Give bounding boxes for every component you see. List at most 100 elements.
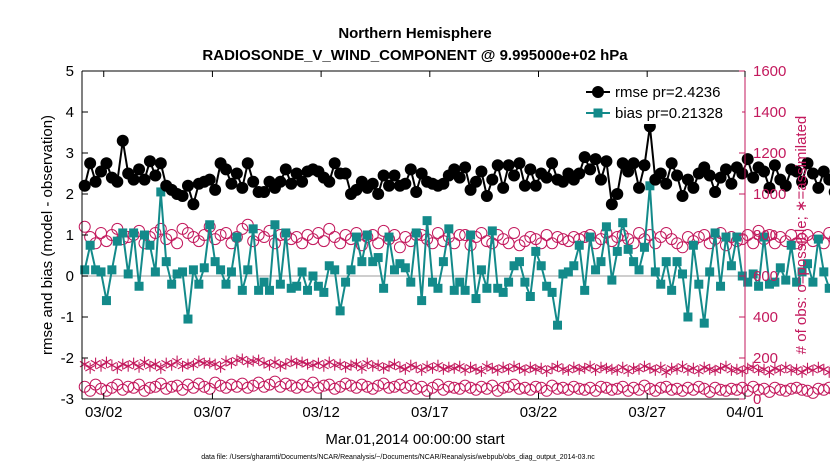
rmse-point	[328, 157, 341, 170]
asterisk-stroke	[617, 363, 628, 371]
asterisk-stroke	[155, 365, 166, 372]
obs-assimilated-point	[720, 360, 732, 372]
asterisk-stroke	[574, 366, 585, 373]
legend-bias-marker	[593, 108, 603, 118]
asterisk-stroke	[623, 368, 634, 375]
bias-point	[91, 265, 101, 275]
rmse-point	[475, 165, 488, 178]
rmse-point	[736, 167, 749, 180]
rmse-point	[89, 175, 102, 188]
asterisk-stroke	[123, 362, 134, 370]
asterisk-stroke	[95, 362, 107, 370]
rmse-point	[377, 169, 390, 182]
obs-assimilated-point	[400, 363, 411, 375]
rmse-point	[578, 151, 591, 164]
obs-assimilated-point	[150, 358, 161, 370]
rmse-point	[502, 159, 515, 172]
obs-assimilated-point	[259, 357, 270, 369]
rmse-point	[111, 175, 124, 188]
obs-possible-point	[768, 381, 781, 394]
obs-possible-point	[747, 237, 760, 250]
x-tick-label: 03/02	[85, 404, 123, 421]
asterisk-stroke	[508, 362, 520, 370]
asterisk-stroke	[786, 367, 797, 374]
bias-point	[721, 232, 731, 242]
bias-point	[813, 234, 823, 244]
bias-point	[139, 230, 149, 240]
obs-possible-point	[165, 229, 178, 241]
y-tick-label: 5	[66, 63, 74, 80]
asterisk-stroke	[438, 366, 449, 373]
bias-point	[346, 265, 356, 275]
asterisk-stroke	[547, 365, 558, 372]
asterisk-stroke	[807, 367, 818, 374]
obs-possible-point	[268, 237, 281, 250]
series-rmse	[78, 120, 830, 211]
obs-assimilated-point	[384, 360, 395, 372]
obs-assimilated-point	[134, 361, 145, 373]
rmse-point	[469, 175, 482, 188]
rmse-point	[812, 181, 825, 194]
obs-possible-point	[692, 380, 705, 393]
rmse-point	[241, 157, 254, 170]
asterisk-stroke	[356, 365, 367, 372]
bias-point	[819, 267, 829, 277]
obs-assimilated-point	[188, 359, 199, 371]
bias-point	[580, 285, 590, 295]
chart-title: Northern Hemisphere	[338, 25, 491, 42]
bias-point	[395, 259, 405, 269]
obs-assimilated-point	[405, 359, 416, 371]
rmse-point	[546, 157, 559, 170]
obs-possible-point	[508, 226, 521, 239]
bias-point	[362, 230, 372, 240]
x-axis-label: Mar.01,2014 00:00:00 start	[325, 431, 505, 448]
rmse-point	[453, 171, 466, 184]
asterisk-stroke	[275, 362, 286, 370]
rmse-point	[372, 188, 385, 200]
obs-possible-point	[241, 381, 254, 394]
y-tick-label: -1	[61, 309, 74, 326]
obs-possible-point	[198, 229, 211, 241]
obs-possible-point	[709, 381, 722, 394]
bias-point	[449, 285, 459, 295]
bias-point	[754, 281, 764, 291]
rmse-point	[638, 159, 651, 172]
asterisk-stroke	[166, 361, 177, 369]
asterisk-stroke	[128, 359, 139, 367]
bias-point	[710, 228, 720, 238]
asterisk-stroke	[416, 367, 427, 374]
asterisk-stroke	[220, 357, 232, 365]
bias-point	[786, 240, 796, 250]
rmse-point	[790, 165, 803, 178]
obs-assimilated-point	[318, 360, 329, 372]
rmse-point	[154, 157, 167, 170]
asterisk-stroke	[394, 363, 405, 371]
bias-point	[726, 261, 736, 271]
asterisk-stroke	[525, 363, 536, 371]
obs-possible-point	[323, 222, 336, 235]
bias-point	[379, 283, 389, 293]
asterisk-stroke	[655, 363, 666, 371]
bias-point	[373, 253, 383, 263]
asterisk-stroke	[226, 359, 237, 367]
rmse-point	[100, 157, 113, 170]
bias-point	[678, 269, 688, 279]
obs-possible-point	[198, 380, 211, 393]
bias-point	[639, 242, 649, 252]
bias-point	[596, 257, 606, 267]
x-tick-label: 03/17	[411, 404, 449, 421]
asterisk-stroke	[465, 363, 476, 371]
asterisk-stroke	[378, 365, 389, 372]
asterisk-stroke	[259, 359, 270, 367]
obs-assimilated-point	[432, 359, 443, 371]
asterisk-stroke	[802, 365, 813, 372]
bias-point	[123, 269, 133, 279]
bias-point	[210, 257, 220, 267]
bias-point	[433, 283, 443, 293]
obs-assimilated-point	[465, 361, 476, 373]
bias-point	[764, 279, 774, 289]
obs-assimilated-point	[117, 358, 128, 370]
obs-assimilated-point	[79, 358, 90, 370]
rmse-point	[127, 173, 140, 186]
rmse-point	[383, 179, 396, 192]
